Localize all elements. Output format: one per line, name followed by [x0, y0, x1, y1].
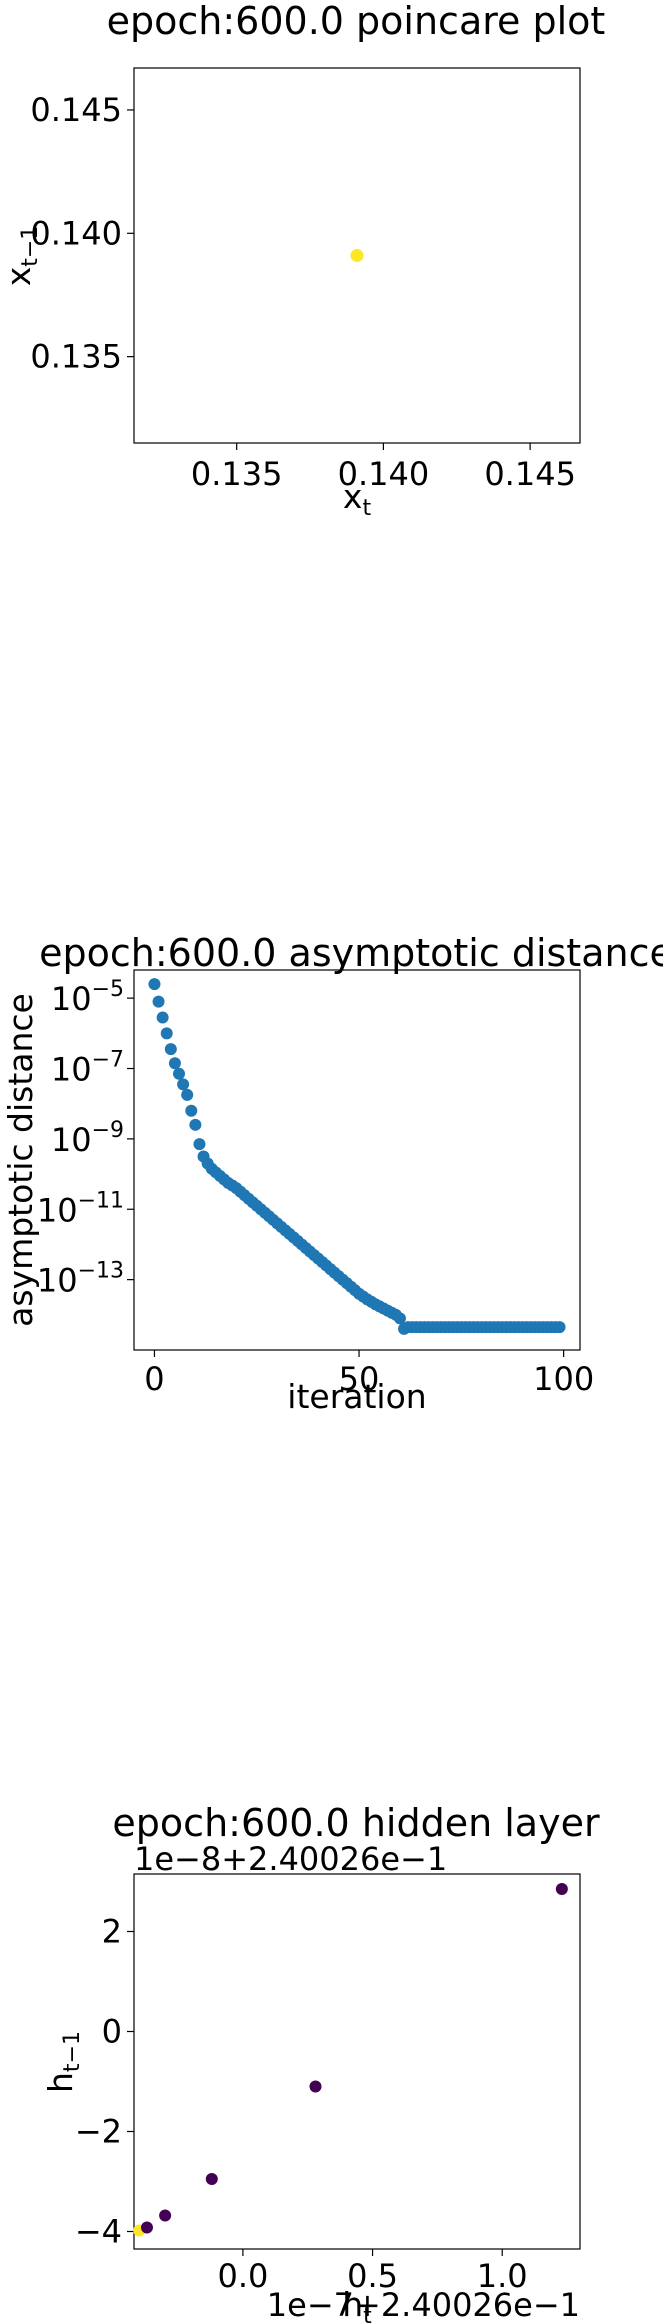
chart-title: epoch:600.0 hidden layer: [112, 1801, 600, 1845]
y-ticks: 0.135 0.140 0.145: [30, 91, 134, 376]
plot-frame: [133, 969, 581, 1351]
y-axis-label: xt−1: [0, 226, 43, 287]
data-point: [181, 1088, 194, 1101]
x-tick-label: 0.5: [347, 2257, 398, 2295]
data-point: [159, 2209, 172, 2222]
y-tick-label: 10−13: [37, 1259, 124, 1300]
data-point: [393, 1312, 406, 1325]
data-point: [164, 1043, 177, 1056]
x-tick-label: 0.0: [217, 2257, 268, 2295]
x-tick-label: 1.0: [477, 2257, 528, 2295]
chart-poincare: epoch:600.0 poincare plot 0.135 0.140 0.14…: [0, 0, 605, 521]
data-point: [152, 995, 165, 1008]
x-axis-label: xt: [343, 477, 372, 521]
x-axis-label: iteration: [287, 1377, 426, 1416]
chart-title: epoch:600.0 poincare plot: [107, 0, 606, 43]
y-tick-label: 2: [102, 1913, 122, 1951]
x-offset-text: 1e−7+2.40026e−1: [267, 2286, 580, 2323]
data-point: [553, 1321, 566, 1334]
y-ticks: 10−5 10−7 10−9 10−11 10−13: [37, 977, 134, 1300]
data-point: [168, 1057, 181, 1070]
data-point: [148, 978, 161, 991]
plot-frame: [133, 67, 581, 444]
x-axis-label: ht: [342, 2285, 372, 2323]
plot-frame: [133, 1873, 581, 2250]
x-tick-label: 0.140: [338, 455, 430, 493]
data-point: [156, 1011, 169, 1024]
x-ticks: 0.135 0.140 0.145: [191, 443, 576, 493]
data-point: [160, 1027, 173, 1040]
data-point: [555, 1883, 568, 1895]
x-tick-label: 50: [339, 1360, 380, 1398]
data-point: [350, 249, 364, 262]
y-tick-label: 0.135: [30, 338, 122, 376]
data-point: [189, 1118, 202, 1131]
x-tick-label: 100: [533, 1360, 594, 1398]
y-tick-label: 10−11: [37, 1188, 124, 1229]
y-axis-label: ht−1: [41, 2031, 85, 2093]
y-tick-label: 0.140: [30, 214, 122, 252]
data-points: [133, 1883, 568, 2237]
data-points: [148, 978, 566, 1335]
x-tick-label: 0: [144, 1360, 164, 1398]
y-axis-label: asymptotic distance: [1, 993, 40, 1327]
y-tick-label: 0: [102, 2013, 122, 2051]
y-offset-text: 1e−8+2.40026e−1: [134, 1840, 447, 1878]
x-tick-label: 0.145: [484, 455, 576, 493]
y-tick-label: 10−5: [51, 977, 124, 1018]
data-point: [193, 1138, 206, 1151]
y-tick-label: 10−7: [51, 1048, 124, 1089]
x-ticks: 0 50 100: [144, 1350, 594, 1398]
chart-asymptotic-distance: epoch:600.0 asymptotic distance 0 50 100 1…: [1, 931, 663, 1416]
data-point: [185, 1104, 198, 1117]
x-ticks: 0.0 0.5 1.0: [217, 2249, 528, 2295]
x-tick-label: 0.135: [191, 455, 283, 493]
y-ticks: 2 0 −2 −4: [75, 1913, 134, 2251]
data-points: [350, 249, 364, 262]
data-point: [309, 2080, 322, 2093]
y-tick-label: −4: [75, 2213, 122, 2251]
data-point: [177, 1078, 190, 1091]
chart-hidden-layer: epoch:600.0 hidden layer 1e−8+2.40026e−1…: [41, 1801, 600, 2323]
y-tick-label: −2: [75, 2113, 122, 2151]
data-point: [173, 1067, 186, 1080]
y-tick-label: 0.145: [30, 91, 122, 129]
chart-title: epoch:600.0 asymptotic distance: [39, 931, 663, 975]
data-point: [140, 2221, 153, 2234]
y-tick-label: 10−9: [51, 1118, 124, 1159]
data-point: [205, 2173, 218, 2185]
